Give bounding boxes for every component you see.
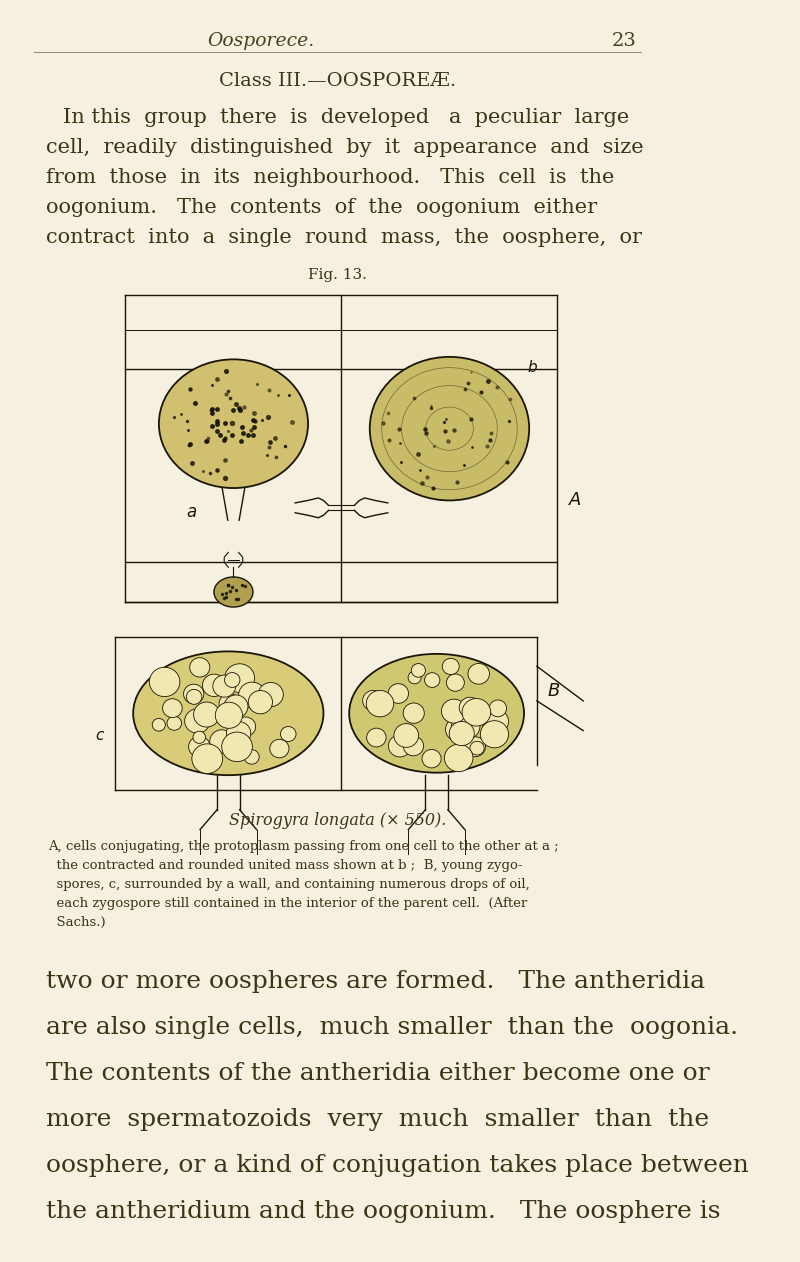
Ellipse shape xyxy=(470,741,484,755)
Ellipse shape xyxy=(482,709,509,734)
Text: the contracted and rounded united mass shown at b ;  B, young zygo-: the contracted and rounded united mass s… xyxy=(48,859,522,872)
Text: Sachs.): Sachs.) xyxy=(48,916,106,929)
Ellipse shape xyxy=(450,722,474,746)
Text: more  spermatozoids  very  much  smaller  than  the: more spermatozoids very much smaller tha… xyxy=(46,1108,710,1131)
Ellipse shape xyxy=(194,702,219,727)
Text: two or more oospheres are formed.   The antheridia: two or more oospheres are formed. The an… xyxy=(46,970,706,993)
Ellipse shape xyxy=(189,736,210,757)
Ellipse shape xyxy=(442,659,459,675)
Ellipse shape xyxy=(214,577,253,607)
Text: Fig. 13.: Fig. 13. xyxy=(308,268,366,281)
Ellipse shape xyxy=(258,683,283,707)
Text: oogonium.   The  contents  of  the  oogonium  either: oogonium. The contents of the oogonium e… xyxy=(46,198,598,217)
Ellipse shape xyxy=(468,664,490,684)
Ellipse shape xyxy=(226,722,250,745)
Ellipse shape xyxy=(167,717,182,731)
Ellipse shape xyxy=(193,731,206,743)
Text: Spirogyra longata (× 550).: Spirogyra longata (× 550). xyxy=(229,811,446,829)
Text: $b$: $b$ xyxy=(526,358,538,375)
Ellipse shape xyxy=(185,709,210,733)
Ellipse shape xyxy=(133,651,323,775)
Ellipse shape xyxy=(446,718,470,742)
Ellipse shape xyxy=(362,690,384,711)
Ellipse shape xyxy=(202,674,226,697)
Ellipse shape xyxy=(190,658,210,676)
Text: each zygospore still contained in the interior of the parent cell.  (After: each zygospore still contained in the in… xyxy=(48,897,527,910)
Ellipse shape xyxy=(411,664,426,678)
Ellipse shape xyxy=(215,702,242,728)
Text: $c$: $c$ xyxy=(94,728,105,742)
Ellipse shape xyxy=(403,736,423,756)
Ellipse shape xyxy=(219,694,240,714)
Ellipse shape xyxy=(480,721,509,748)
Ellipse shape xyxy=(225,673,240,688)
Ellipse shape xyxy=(442,699,466,723)
Ellipse shape xyxy=(238,683,266,708)
Ellipse shape xyxy=(394,723,418,747)
Text: The contents of the antheridia either become one or: The contents of the antheridia either be… xyxy=(46,1063,710,1085)
Text: $B$: $B$ xyxy=(547,681,561,700)
Ellipse shape xyxy=(162,699,182,718)
Ellipse shape xyxy=(244,750,259,765)
Ellipse shape xyxy=(408,671,421,684)
Ellipse shape xyxy=(451,712,480,740)
Text: Oosporece.: Oosporece. xyxy=(208,32,315,50)
Ellipse shape xyxy=(222,732,252,761)
Ellipse shape xyxy=(445,745,473,771)
Ellipse shape xyxy=(159,360,308,488)
Ellipse shape xyxy=(462,699,490,726)
Ellipse shape xyxy=(270,740,289,757)
Text: are also single cells,  much smaller  than the  oogonia.: are also single cells, much smaller than… xyxy=(46,1016,738,1039)
Text: contract  into  a  single  round  mass,  the  oosphere,  or: contract into a single round mass, the o… xyxy=(46,228,642,247)
Text: 23: 23 xyxy=(611,32,636,50)
Ellipse shape xyxy=(422,750,441,767)
Ellipse shape xyxy=(366,728,386,747)
Text: from  those  in  its  neighbourhood.   This  cell  is  the: from those in its neighbourhood. This ce… xyxy=(46,168,614,187)
Ellipse shape xyxy=(186,689,202,704)
Text: cell,  readily  distinguished  by  it  appearance  and  size: cell, readily distinguished by it appear… xyxy=(46,138,644,156)
Ellipse shape xyxy=(213,675,236,697)
Ellipse shape xyxy=(459,698,481,718)
Ellipse shape xyxy=(388,684,409,703)
Ellipse shape xyxy=(192,743,222,774)
Ellipse shape xyxy=(465,737,486,757)
Ellipse shape xyxy=(403,703,424,723)
Text: In this  group  there  is  developed   a  peculiar  large: In this group there is developed a pecul… xyxy=(63,109,630,127)
Ellipse shape xyxy=(446,674,464,692)
Ellipse shape xyxy=(442,705,456,719)
Ellipse shape xyxy=(152,718,166,731)
Ellipse shape xyxy=(248,690,273,714)
Text: spores, c, surrounded by a wall, and containing numerous drops of oil,: spores, c, surrounded by a wall, and con… xyxy=(48,878,530,891)
Ellipse shape xyxy=(281,727,296,742)
Text: the antheridium and the oogonium.   The oosphere is: the antheridium and the oogonium. The oo… xyxy=(46,1200,721,1223)
Text: $a$: $a$ xyxy=(186,505,198,521)
Ellipse shape xyxy=(349,654,524,772)
Ellipse shape xyxy=(366,690,394,717)
Ellipse shape xyxy=(210,729,234,753)
Ellipse shape xyxy=(225,664,254,693)
Ellipse shape xyxy=(425,673,440,688)
Ellipse shape xyxy=(236,717,256,736)
Text: $A$: $A$ xyxy=(568,491,582,510)
Ellipse shape xyxy=(490,700,506,717)
Text: Class III.—OOSPOREÆ.: Class III.—OOSPOREÆ. xyxy=(218,72,456,90)
Text: A, cells conjugating, the protoplasm passing from one cell to the other at a ;: A, cells conjugating, the protoplasm pas… xyxy=(48,840,559,853)
Ellipse shape xyxy=(150,668,180,697)
Ellipse shape xyxy=(224,695,248,718)
Text: oosphere, or a kind of conjugation takes place between: oosphere, or a kind of conjugation takes… xyxy=(46,1153,750,1177)
Ellipse shape xyxy=(370,357,529,501)
Ellipse shape xyxy=(389,734,411,757)
Ellipse shape xyxy=(183,684,204,704)
